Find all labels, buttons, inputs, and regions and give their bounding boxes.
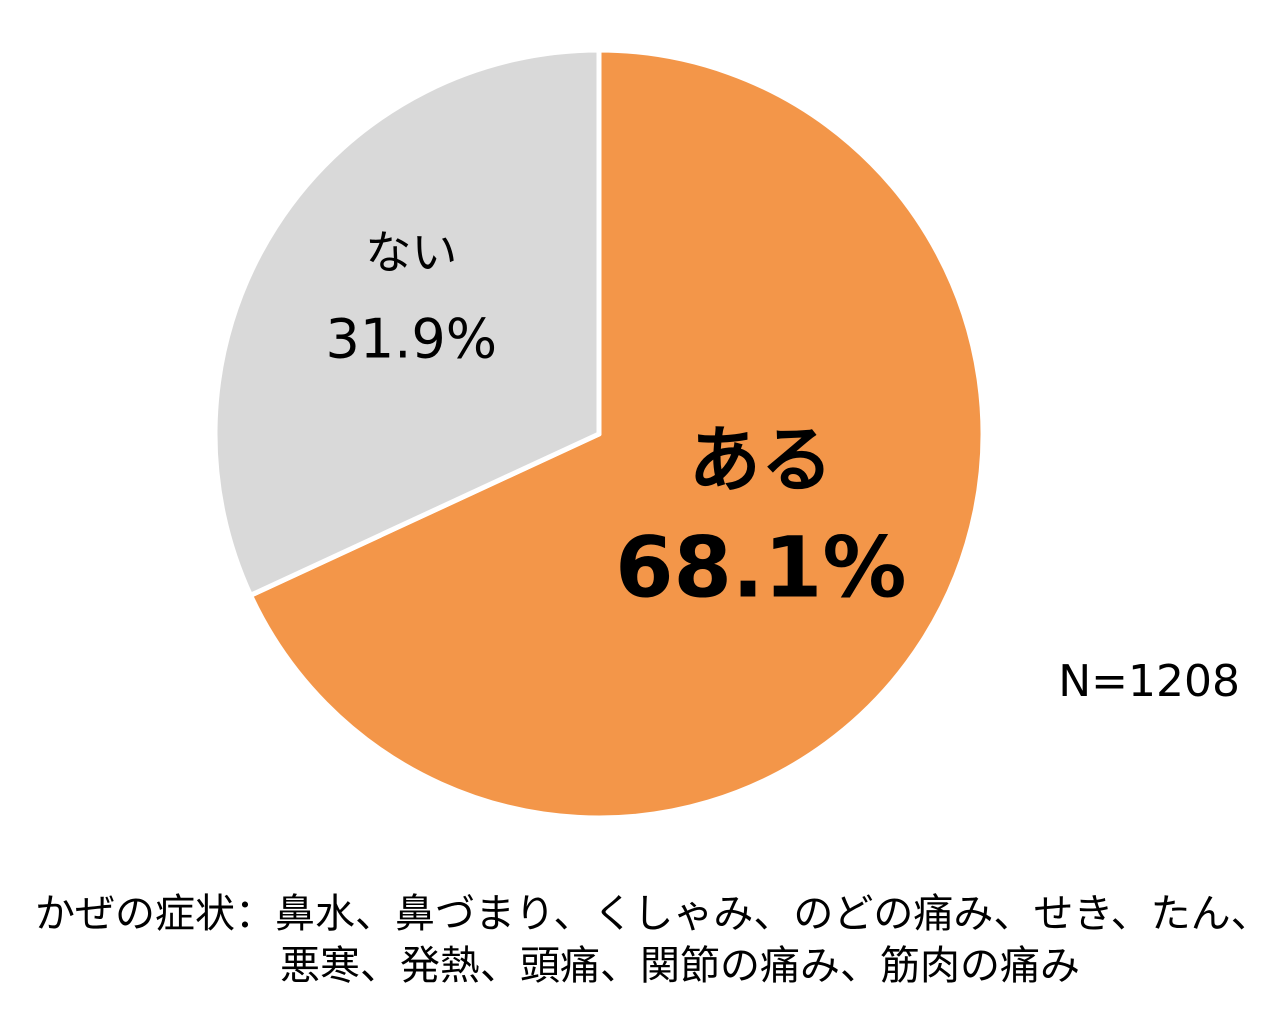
- slice-value-label: 68.1%: [615, 518, 906, 616]
- slice-label: ある: [689, 418, 833, 502]
- annotation: N=1208: [1058, 656, 1240, 707]
- pie-slice: [212, 47, 602, 598]
- slice-label: ない: [365, 226, 457, 280]
- pie-slice: [248, 47, 986, 821]
- footnote-line: 悪寒、発熱、頭痛、関節の痛み、筋肉の痛み: [280, 943, 1080, 989]
- slice-value-label: 31.9%: [326, 308, 498, 371]
- footnote-line: かぜの症状：鼻水、鼻づまり、くしゃみ、のどの痛み、せき、たん、: [35, 891, 1271, 937]
